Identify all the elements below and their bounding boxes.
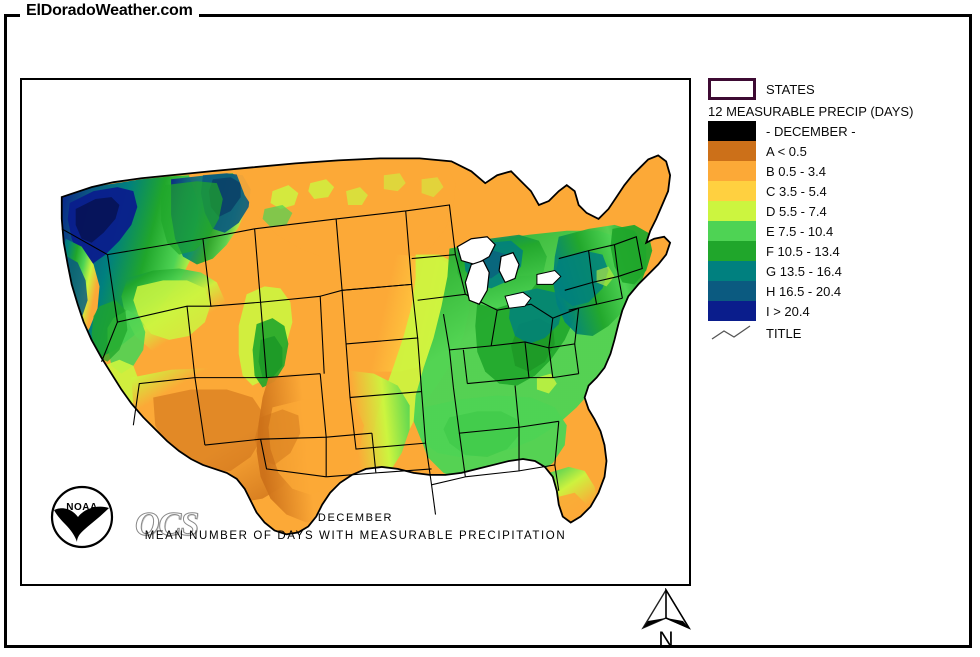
precip-band-sierra [133, 280, 211, 340]
precip-fleck-montana-3 [262, 205, 293, 227]
north-arrow-label: N [658, 628, 674, 651]
lake-ontario [536, 269, 562, 285]
legend-row-class[interactable]: A < 0.5 [708, 141, 958, 161]
precip-fleck-minnesota-1 [421, 177, 444, 198]
legend-label-class: E 7.5 - 10.4 [766, 223, 834, 239]
precip-band-deep-south [443, 411, 520, 458]
legend-label-class: G 13.5 - 16.4 [766, 263, 842, 279]
legend-row-class[interactable]: - DECEMBER - [708, 121, 958, 141]
legend-swatch-b [708, 161, 756, 181]
legend-row-class[interactable]: B 0.5 - 3.4 [708, 161, 958, 181]
precipitation-choropleth-map[interactable] [22, 80, 689, 584]
legend-label-states: STATES [766, 81, 815, 97]
legend-label-class: D 5.5 - 7.4 [766, 203, 827, 219]
lake-huron [498, 251, 520, 284]
legend-row-class[interactable]: H 16.5 - 20.4 [708, 281, 958, 301]
legend-row-class[interactable]: E 7.5 - 10.4 [708, 221, 958, 241]
legend-row-states[interactable]: STATES [708, 76, 958, 102]
legend-label-class: H 16.5 - 20.4 [766, 283, 842, 299]
page-frame [4, 14, 972, 648]
legend-swatch-h [708, 281, 756, 301]
map-caption-month: DECEMBER [317, 512, 394, 524]
noaa-logo-text: NOAA [66, 502, 97, 513]
zigzag-line-icon [711, 325, 751, 340]
legend-label-class: A < 0.5 [766, 143, 807, 159]
precip-band-texas-interior [268, 399, 364, 495]
north-arrow-icon [641, 587, 691, 630]
lake-superior [456, 236, 496, 266]
legend-swatch-e [708, 221, 756, 241]
precip-band-norcal-mountains [91, 300, 128, 362]
site-title: ElDoradoWeather.com [20, 2, 199, 20]
legend-swatch-c [708, 181, 756, 201]
map-caption-description: MEAN NUMBER OF DAYS WITH MEASURABLE PREC… [144, 530, 567, 542]
legend-swatch-g [708, 261, 756, 281]
noaa-logo: NOAA [50, 485, 114, 549]
legend-label-class: - DECEMBER - [766, 123, 856, 139]
legend-swatch-states [708, 78, 756, 100]
precip-fleck-montana-1 [270, 185, 299, 209]
legend-label-class: I > 20.4 [766, 303, 810, 319]
precip-band-upstate-ny [554, 250, 609, 307]
conus-outline [60, 154, 672, 536]
precip-fleck-dakota-1 [346, 187, 368, 206]
precip-fleck-dakota-2 [383, 173, 406, 192]
legend-swatch-d [708, 201, 756, 221]
legend-label-title: TITLE [766, 325, 802, 341]
precip-band-northern-rockies [161, 181, 223, 255]
legend-row-class[interactable]: I > 20.4 [708, 301, 958, 321]
precip-band-west-texas [254, 409, 301, 465]
legend-class-list: - DECEMBER - A < 0.5 B 0.5 - 3.4 C 3.5 -… [708, 121, 958, 321]
legend-row-class[interactable]: C 3.5 - 5.4 [708, 181, 958, 201]
legend-label-class: B 0.5 - 3.4 [766, 163, 826, 179]
north-arrow: N [636, 587, 696, 654]
state-boundaries-layer [61, 204, 643, 515]
legend-row-title[interactable]: TITLE [708, 321, 958, 345]
precip-fleck-montana-2 [308, 179, 335, 200]
legend-label-class: C 3.5 - 5.4 [766, 183, 827, 199]
legend-heading: 12 MEASURABLE PRECIP (DAYS) [708, 104, 914, 119]
legend-label-class: F 10.5 - 13.4 [766, 243, 840, 259]
legend-row-class[interactable]: F 10.5 - 13.4 [708, 241, 958, 261]
noaa-bird-icon [54, 506, 109, 542]
legend-swatch-f [708, 241, 756, 261]
logo-group: NOAA OCS [47, 484, 227, 554]
legend-swatch-a [708, 141, 756, 161]
precip-band-maine [610, 224, 653, 285]
map-legend: STATES 12 MEASURABLE PRECIP (DAYS) - DEC… [708, 76, 958, 345]
precip-band-olympic-max [75, 197, 120, 243]
lake-erie [504, 291, 532, 309]
legend-swatch-header [708, 121, 756, 141]
legend-row-class[interactable]: G 13.5 - 16.4 [708, 261, 958, 281]
map-panel[interactable]: NOAA OCS DECEMBER MEAN NUMBER OF DAYS WI… [20, 78, 691, 586]
precip-fleck-newengland [596, 266, 615, 287]
great-lakes-layer [456, 236, 562, 309]
lake-michigan [464, 259, 490, 305]
ocs-logo: OCS [134, 506, 199, 544]
legend-swatch-i [708, 301, 756, 321]
legend-row-class[interactable]: D 5.5 - 7.4 [708, 201, 958, 221]
precip-fleck-virginia [536, 373, 557, 394]
